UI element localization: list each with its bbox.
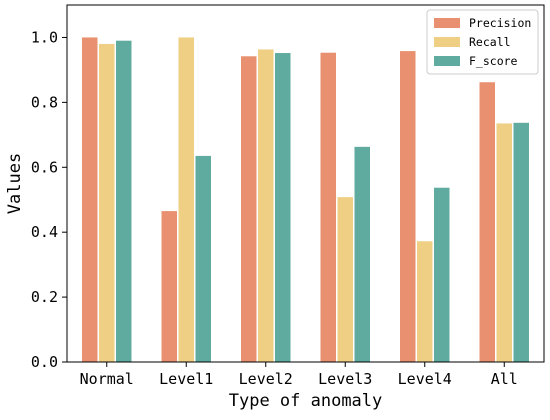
- bar-precision-all: [479, 82, 495, 363]
- legend-swatch: [434, 56, 460, 66]
- bar-f-score-level4: [434, 187, 450, 362]
- legend: Precision Recall F_score: [426, 9, 539, 75]
- bar-f-score-level1: [195, 155, 211, 362]
- y-tick-label: 0.6: [31, 158, 58, 176]
- bar-precision-level4: [400, 51, 416, 363]
- y-tick-label: 0.2: [31, 288, 58, 306]
- bar-precision-normal: [82, 37, 98, 362]
- bar-recall-level2: [258, 49, 274, 363]
- legend-swatch: [434, 37, 460, 47]
- x-tick-label: Level4: [398, 370, 452, 388]
- legend-swatch: [434, 18, 460, 28]
- bar-precision-level3: [320, 52, 336, 363]
- y-tick-label: 0.4: [31, 223, 58, 241]
- bar-recall-all: [496, 123, 512, 363]
- bar-f-score-all: [513, 122, 529, 362]
- bar-recall-level3: [337, 197, 353, 362]
- bar-f-score-normal: [116, 40, 132, 362]
- y-tick-label: 1.0: [31, 28, 58, 46]
- bar-precision-level1: [161, 211, 177, 362]
- bars-layer: [82, 37, 529, 363]
- x-tick-label: All: [491, 370, 518, 388]
- x-tick-label: Level2: [239, 370, 293, 388]
- legend-entry: Precision: [469, 16, 531, 30]
- bar-recall-level1: [178, 37, 194, 362]
- bar-f-score-level2: [275, 53, 291, 362]
- bar-precision-level2: [241, 56, 257, 362]
- x-axis: Normal Level1 Level2 Level3 Level4 All: [80, 362, 518, 388]
- x-tick-label: Level1: [159, 370, 213, 388]
- legend-entry: Recall: [469, 35, 511, 49]
- legend-entry: F_score: [469, 54, 518, 68]
- x-axis-title: Type of anomaly: [229, 391, 383, 411]
- x-tick-label: Normal: [80, 370, 134, 388]
- bar-f-score-level3: [354, 146, 370, 362]
- y-tick-label: 0.8: [31, 93, 58, 111]
- y-axis: 0.0 0.2 0.4 0.6 0.8 1.0: [31, 28, 67, 371]
- bar-recall-level4: [417, 241, 433, 362]
- y-tick-label: 0.0: [31, 353, 58, 371]
- plot-frame: [66, 4, 545, 363]
- x-tick-label: Level3: [318, 370, 372, 388]
- y-axis-title: Values: [5, 153, 25, 214]
- bar-recall-normal: [99, 43, 115, 362]
